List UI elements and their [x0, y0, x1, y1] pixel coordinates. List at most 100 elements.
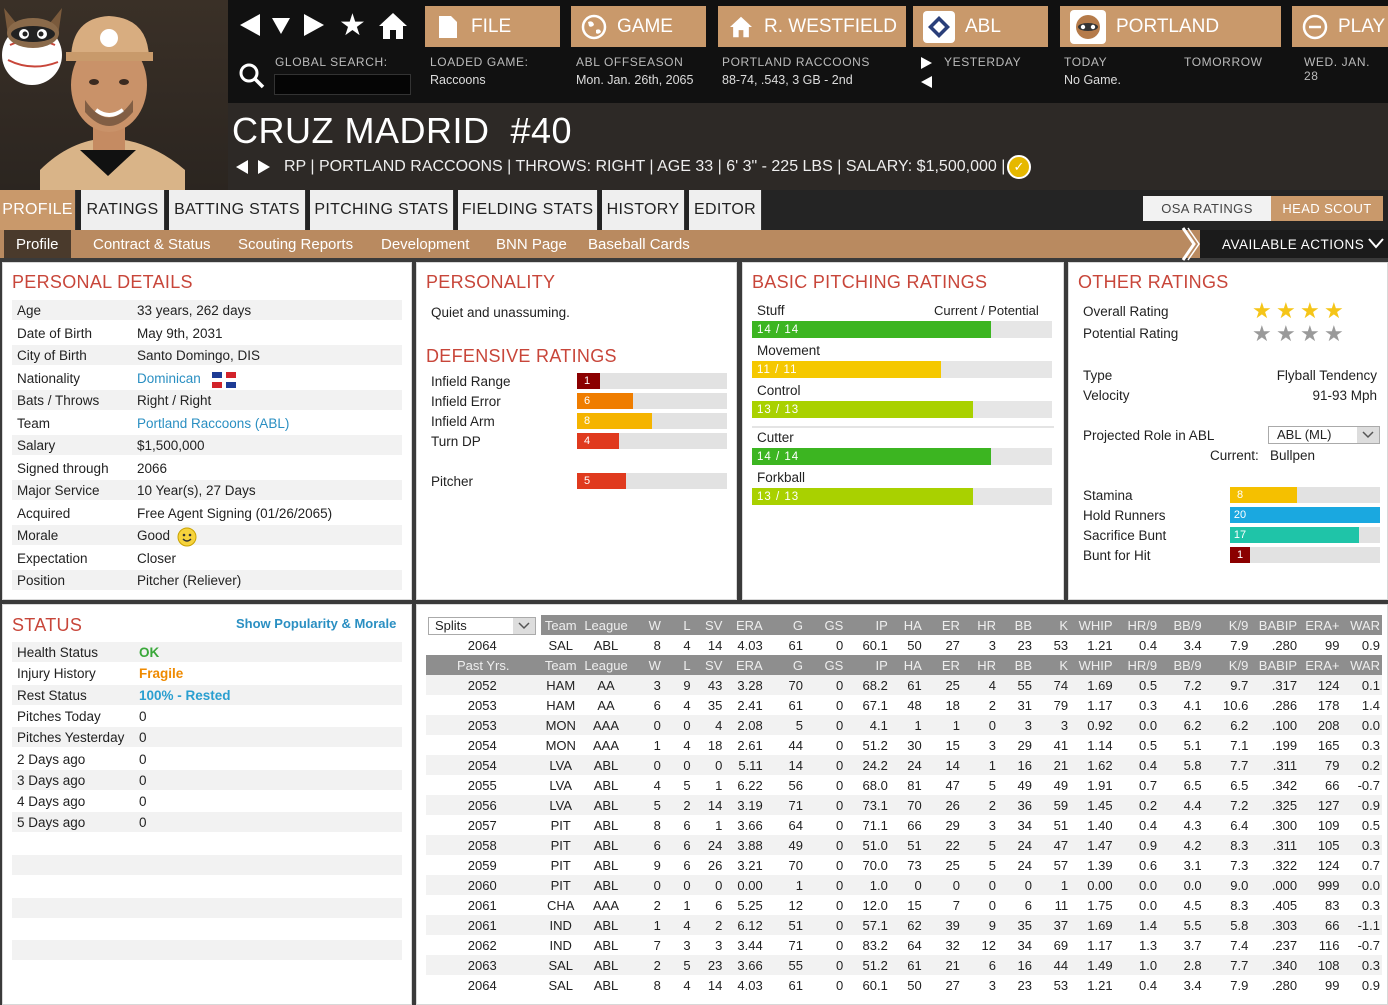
- subnav-scouting-reports[interactable]: Scouting Reports: [238, 235, 354, 253]
- stats-header-cell[interactable]: BB/9: [1159, 655, 1204, 675]
- stats-header-cell[interactable]: ER: [923, 655, 962, 675]
- stats-cell: .342: [1271, 777, 1298, 793]
- stats-cell: 7.1: [1230, 737, 1249, 753]
- show-popularity-morale-link[interactable]: Show Popularity & Morale: [236, 616, 397, 631]
- stats-header-cell[interactable]: HR: [961, 615, 998, 635]
- stats-header-cell[interactable]: SV: [692, 615, 725, 635]
- stats-header-cell[interactable]: WHIP: [1070, 615, 1115, 635]
- stats-header-cell[interactable]: ERA+: [1299, 655, 1342, 675]
- stats-cell: 4.1: [1183, 697, 1202, 713]
- tab-history[interactable]: HISTORY: [602, 190, 685, 230]
- stats-header-cell[interactable]: WHIP: [1070, 655, 1115, 675]
- stats-header-cell[interactable]: League: [582, 615, 632, 635]
- splits-select[interactable]: Splits: [428, 617, 536, 635]
- stats-header-cell[interactable]: IP: [845, 615, 890, 635]
- defensive-rating-fill: [597, 393, 634, 409]
- stats-cell: 44: [1053, 957, 1069, 973]
- tab-pitching-stats[interactable]: PITCHING STATS: [310, 190, 454, 230]
- stats-header-cell[interactable]: HR/9: [1114, 655, 1160, 675]
- status-row-value: 0: [139, 794, 147, 810]
- prev-day-arrow-icon[interactable]: [921, 76, 932, 88]
- prev-player-arrow-icon[interactable]: [236, 160, 248, 174]
- league-tab[interactable]: ABL: [913, 6, 1048, 47]
- file-tab[interactable]: FILE: [425, 6, 560, 47]
- subnav-profile[interactable]: Profile: [4, 230, 71, 258]
- stats-header-cell[interactable]: ERA+: [1299, 615, 1342, 635]
- back-arrow-icon[interactable]: [240, 14, 260, 36]
- next-day-arrow-icon[interactable]: [921, 57, 932, 69]
- star-icon[interactable]: ★: [339, 9, 366, 42]
- stats-header-cell[interactable]: BABIP: [1250, 655, 1300, 675]
- play-tab[interactable]: PLAY: [1292, 6, 1388, 47]
- search-icon[interactable]: [238, 62, 266, 90]
- stats-header-cell[interactable]: HR: [961, 655, 998, 675]
- stats-header-cell[interactable]: ERA: [724, 655, 765, 675]
- stats-header-cell[interactable]: BB/9: [1159, 615, 1204, 635]
- projected-role-select[interactable]: ABL (ML): [1268, 426, 1380, 444]
- stats-cell: 62: [907, 917, 922, 933]
- next-player-arrow-icon[interactable]: [258, 160, 270, 174]
- stats-header-cell[interactable]: L: [662, 655, 693, 675]
- stats-header-cell[interactable]: WAR: [1341, 655, 1382, 675]
- stats-cell: 49: [1017, 777, 1033, 793]
- stats-header-cell[interactable]: K/9: [1203, 655, 1251, 675]
- personal-row-value[interactable]: Portland Raccoons (ABL): [137, 415, 290, 431]
- game-tab[interactable]: GAME: [571, 6, 706, 47]
- stats-header-row: Team League W L SV ERA G GS IP HA ER HR BB K WHIP HR/9 B…: [426, 615, 1382, 635]
- player-badge-icon[interactable]: ✓: [1007, 155, 1031, 179]
- stats-header-cell[interactable]: W: [631, 615, 663, 635]
- stats-header-cell[interactable]: ER: [923, 615, 962, 635]
- subnav-bnn-page[interactable]: BNN Page: [496, 235, 567, 253]
- stats-cell: 4: [715, 717, 723, 733]
- stats-header-cell[interactable]: HR/9: [1114, 615, 1160, 635]
- stats-header-cell[interactable]: HA: [889, 615, 924, 635]
- stats-header-cell[interactable]: IP: [845, 655, 890, 675]
- head-scout-toggle[interactable]: HEAD SCOUT: [1271, 196, 1383, 221]
- available-actions-button[interactable]: AVAILABLE ACTIONS: [1200, 230, 1388, 258]
- stats-cell: 55: [1017, 677, 1033, 693]
- team-tab[interactable]: PORTLAND: [1060, 6, 1281, 47]
- stats-header-cell[interactable]: SV: [692, 655, 725, 675]
- stats-header-cell[interactable]: GS: [804, 615, 846, 635]
- stats-header-cell[interactable]: League: [582, 655, 632, 675]
- stats-header-cell[interactable]: GS: [804, 655, 846, 675]
- stats-cell: 99: [1325, 977, 1340, 993]
- home-icon[interactable]: [378, 12, 408, 40]
- stats-header-cell[interactable]: G: [764, 615, 805, 635]
- subnav-contract-status[interactable]: Contract & Status: [93, 235, 211, 253]
- stats-header-cell[interactable]: Team: [540, 615, 583, 635]
- forward-arrow-icon[interactable]: [304, 14, 324, 36]
- stats-header-cell[interactable]: HA: [889, 655, 924, 675]
- stats-cell: 0: [836, 917, 844, 933]
- pitching-rating-bar: 13 / 13: [752, 401, 1052, 418]
- stats-cell: LVA: [549, 797, 573, 813]
- stats-header-cell[interactable]: L: [662, 615, 693, 635]
- stats-header-cell[interactable]: BB: [997, 655, 1035, 675]
- global-search-input[interactable]: [274, 74, 411, 95]
- stats-cell: 4.3: [1183, 817, 1202, 833]
- stats-header-cell[interactable]: ERA: [724, 615, 765, 635]
- subnav-baseball-cards[interactable]: Baseball Cards: [588, 235, 690, 253]
- dropdown-arrow-icon[interactable]: [272, 18, 290, 34]
- status-row-bg: [12, 642, 402, 662]
- stats-cell: 0: [836, 977, 844, 993]
- stats-header-cell[interactable]: Team: [540, 655, 583, 675]
- osa-ratings-toggle[interactable]: OSA RATINGS: [1143, 196, 1271, 221]
- stats-header-cell[interactable]: G: [764, 655, 805, 675]
- personal-row-value[interactable]: Dominican: [137, 370, 201, 386]
- stats-header-cell[interactable]: K: [1034, 615, 1071, 635]
- stats-header-cell[interactable]: BABIP: [1250, 615, 1300, 635]
- tab-fielding-stats[interactable]: FIELDING STATS: [458, 190, 598, 230]
- stats-header-cell[interactable]: BB: [997, 615, 1035, 635]
- tab-batting-stats[interactable]: BATTING STATS: [169, 190, 306, 230]
- tab-editor[interactable]: EDITOR: [689, 190, 762, 230]
- stats-header-cell[interactable]: WAR: [1341, 615, 1382, 635]
- stats-header-cell[interactable]: W: [631, 655, 663, 675]
- manager-tab[interactable]: R. WESTFIELD: [718, 6, 906, 47]
- stats-header-cell[interactable]: K/9: [1203, 615, 1251, 635]
- tab-profile[interactable]: PROFILE: [0, 190, 76, 230]
- stats-cell: 7.4: [1230, 937, 1249, 953]
- tab-ratings[interactable]: RATINGS: [81, 190, 165, 230]
- stats-header-cell[interactable]: K: [1034, 655, 1071, 675]
- subnav-development[interactable]: Development: [381, 235, 470, 253]
